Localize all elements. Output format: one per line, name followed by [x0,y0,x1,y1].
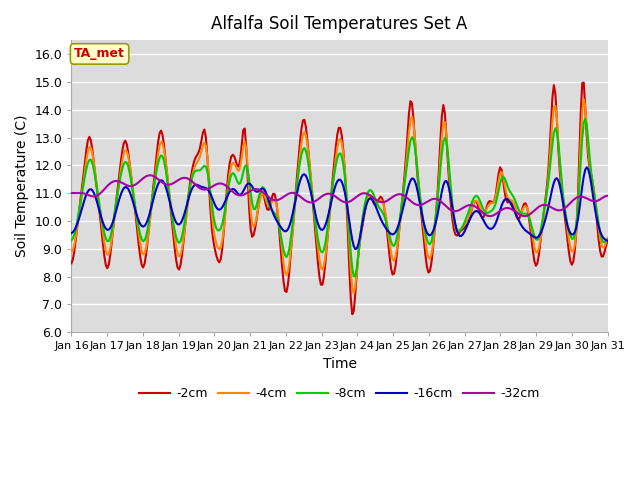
-16cm [227,187,235,192]
-16cm [133,214,141,219]
Title: Alfalfa Soil Temperatures Set A: Alfalfa Soil Temperatures Set A [211,15,468,33]
Line: -4cm: -4cm [72,99,607,293]
-16cm [583,165,591,170]
-8cm [133,216,141,222]
-8cm [350,274,358,279]
-4cm [575,173,583,179]
-8cm [254,196,262,202]
-4cm [133,218,141,224]
-32cm [247,188,255,193]
-32cm [147,172,154,178]
-32cm [229,189,237,195]
-2cm [580,80,588,85]
-4cm [227,163,235,168]
-2cm [302,124,310,130]
-16cm [302,173,310,179]
-8cm [245,178,253,183]
-32cm [133,180,141,186]
-2cm [348,312,356,317]
-2cm [227,154,235,159]
-16cm [351,246,359,252]
-2cm [133,227,141,232]
-8cm [581,116,589,121]
Text: TA_met: TA_met [74,48,125,60]
Line: -2cm: -2cm [72,83,607,314]
X-axis label: Time: Time [323,357,356,371]
-4cm [302,132,310,138]
Line: -32cm: -32cm [72,175,607,216]
-4cm [350,290,358,296]
-32cm [303,199,311,204]
-2cm [604,238,611,244]
-2cm [245,206,253,212]
-16cm [254,189,262,194]
-16cm [604,238,611,244]
-32cm [577,193,584,199]
-16cm [68,230,76,236]
-4cm [580,96,588,102]
-32cm [520,213,528,219]
-2cm [575,156,583,162]
-16cm [245,180,253,186]
-4cm [245,187,253,193]
-32cm [256,187,264,193]
Legend: -2cm, -4cm, -8cm, -16cm, -32cm: -2cm, -4cm, -8cm, -16cm, -32cm [134,383,545,406]
-4cm [68,249,76,255]
-32cm [68,190,76,196]
Line: -16cm: -16cm [72,168,607,249]
Line: -8cm: -8cm [72,119,607,276]
-8cm [575,185,583,191]
-2cm [68,261,76,266]
-8cm [227,172,235,178]
-8cm [604,237,611,242]
-4cm [604,235,611,241]
-4cm [254,206,262,212]
-8cm [302,148,310,154]
-8cm [68,237,76,243]
-2cm [254,205,262,211]
-16cm [575,207,583,213]
Y-axis label: Soil Temperature (C): Soil Temperature (C) [15,115,29,257]
-32cm [604,193,611,199]
